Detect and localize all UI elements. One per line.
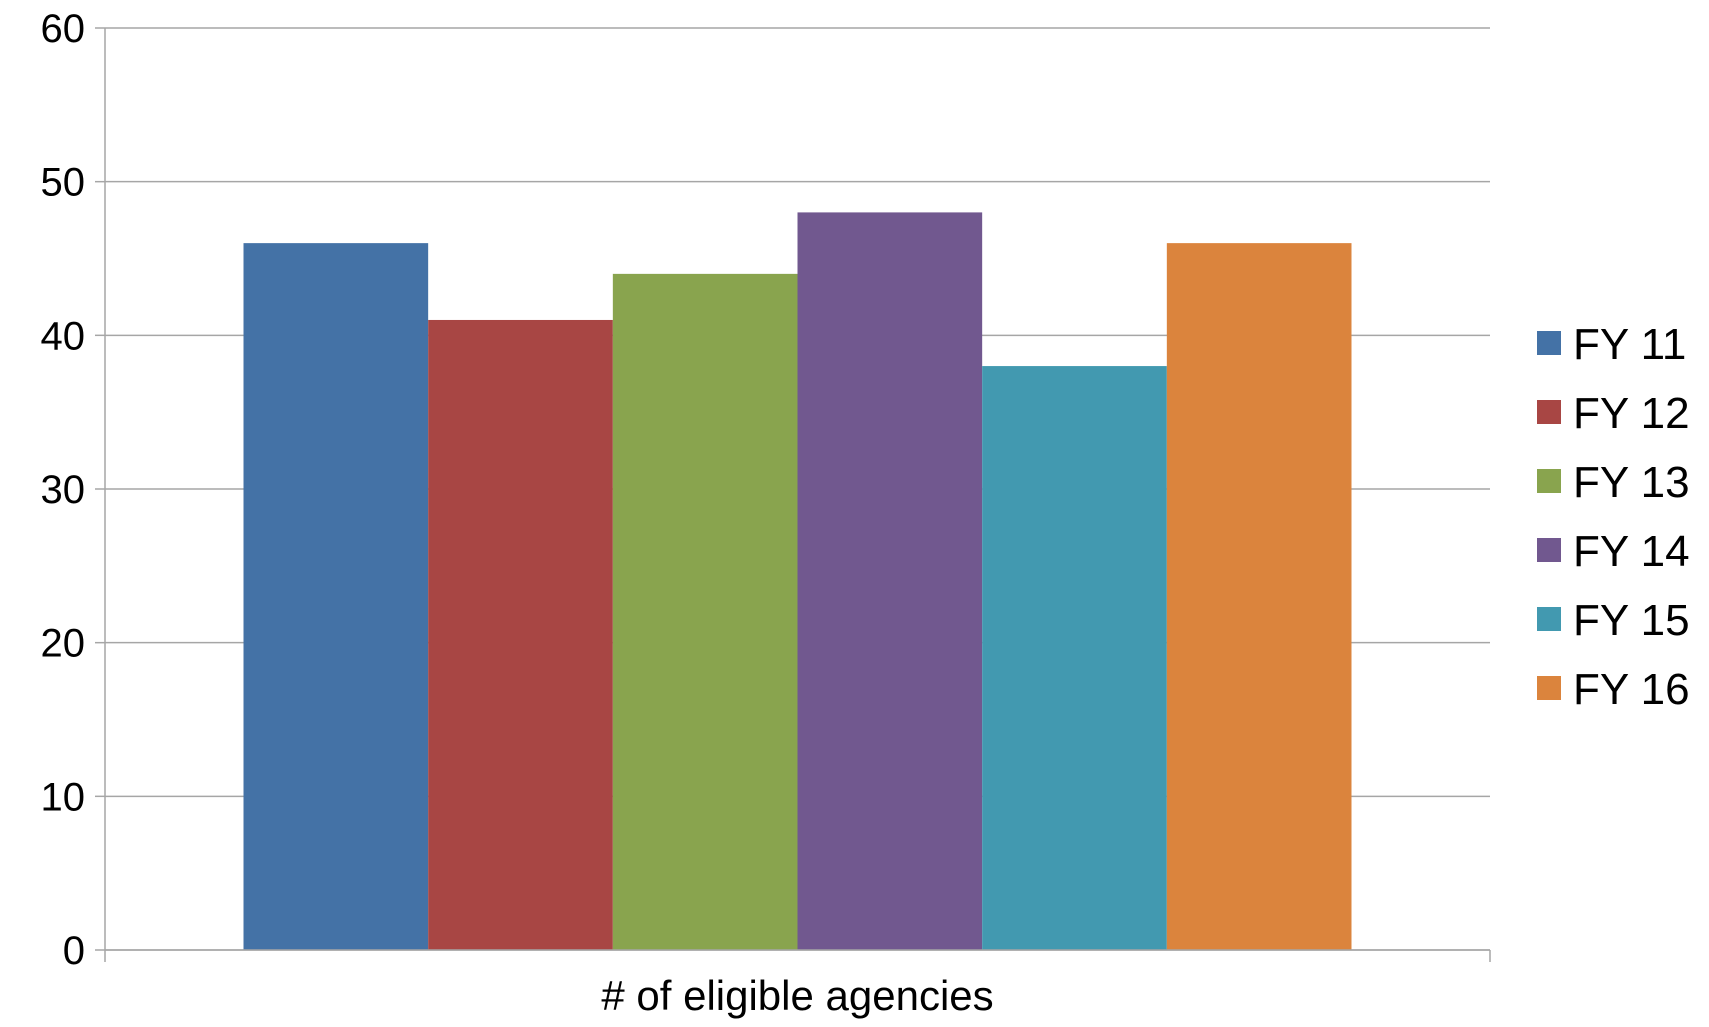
legend-swatch xyxy=(1537,331,1561,355)
legend-label: FY 11 xyxy=(1573,320,1686,369)
bar-fy-12 xyxy=(428,319,613,950)
legend-swatch xyxy=(1537,538,1561,562)
legend-label: FY 12 xyxy=(1573,389,1690,438)
legend-label: FY 13 xyxy=(1573,458,1690,507)
legend-label: FY 14 xyxy=(1573,527,1690,576)
x-category-label: # of eligible agencies xyxy=(601,972,993,1019)
legend: FY 11 FY 12 FY 13 FY 14 FY 15 FY 16 xyxy=(1537,320,1690,714)
axes: 0 10 20 30 40 50 60 # of eligible agencies xyxy=(41,7,1491,1019)
y-tick-label: 20 xyxy=(41,622,86,666)
y-tick-label: 10 xyxy=(41,775,86,819)
y-tick-label: 30 xyxy=(41,468,86,512)
legend-swatch xyxy=(1537,607,1561,631)
bar-fy-13 xyxy=(612,273,798,950)
legend-label: FY 15 xyxy=(1573,596,1690,645)
y-tick-label: 50 xyxy=(41,161,86,205)
bar-fy-14 xyxy=(797,212,983,950)
bar-fy-11 xyxy=(243,243,429,951)
y-tick-label: 60 xyxy=(41,7,86,51)
bars xyxy=(243,212,1352,951)
legend-swatch xyxy=(1537,469,1561,493)
bar-fy-16 xyxy=(1166,243,1352,951)
legend-label: FY 16 xyxy=(1573,665,1690,714)
legend-swatch xyxy=(1537,400,1561,424)
y-tick-label: 40 xyxy=(41,314,86,358)
bar-fy-15 xyxy=(982,366,1167,951)
y-tick-label: 0 xyxy=(63,929,85,973)
legend-swatch xyxy=(1537,676,1561,700)
